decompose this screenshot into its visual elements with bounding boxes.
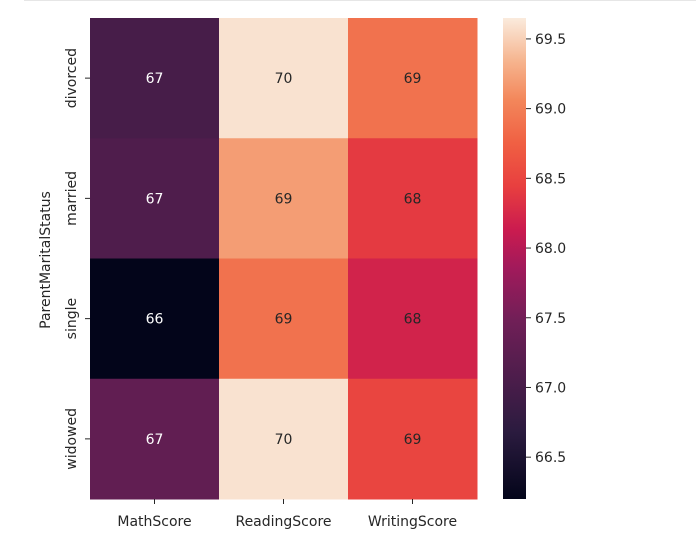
cell-annotation: 68 <box>404 191 422 207</box>
colorbar-tick-label: 69.5 <box>535 32 566 48</box>
cell-annotation: 67 <box>146 191 164 207</box>
heatmap-cell <box>90 378 220 500</box>
x-tick-label: MathScore <box>117 514 191 530</box>
colorbar-tick-label: 68.0 <box>535 241 566 257</box>
cell-annotation: 66 <box>146 312 164 328</box>
heatmap-cell <box>90 258 220 380</box>
y-tick-label: divorced <box>64 48 80 108</box>
colorbar: 66.5 67.0 67.5 68.0 68.5 69.0 69.5 <box>503 18 566 499</box>
cell-annotation: 67 <box>146 432 164 448</box>
y-axis: divorced married single widowed <box>64 48 90 470</box>
cell-annotation: 69 <box>404 432 422 448</box>
heatmap-cell <box>219 258 349 380</box>
heatmap-cell <box>348 18 478 139</box>
heatmap-cell <box>348 378 478 500</box>
heatmap-cell <box>348 258 478 380</box>
colorbar-gradient <box>503 18 526 499</box>
heatmap-cell <box>219 138 349 259</box>
colorbar-tick-label: 67.0 <box>535 380 566 396</box>
heatmap-cell <box>219 378 349 500</box>
x-tick-label: WritingScore <box>368 514 457 530</box>
cell-annotation: 69 <box>404 71 422 87</box>
colorbar-tick-label: 68.5 <box>535 171 566 187</box>
heatmap-cell <box>348 138 478 259</box>
y-tick-label: married <box>64 171 80 226</box>
x-axis: MathScore ReadingScore WritingScore <box>117 499 457 530</box>
colorbar-tick-label: 66.5 <box>535 450 566 466</box>
cell-annotation: 70 <box>275 71 293 87</box>
cell-annotations: 67 70 69 67 69 68 66 69 68 67 70 69 <box>146 71 422 448</box>
cell-annotation: 69 <box>275 191 293 207</box>
heatmap-cell <box>90 138 220 259</box>
y-axis-label: ParentMaritalStatus <box>38 191 54 329</box>
cell-annotation: 68 <box>404 312 422 328</box>
y-tick-label: widowed <box>64 408 80 470</box>
top-divider <box>24 0 696 1</box>
x-tick-label: ReadingScore <box>235 514 331 530</box>
cell-annotation: 69 <box>275 312 293 328</box>
cell-annotation: 70 <box>275 432 293 448</box>
heatmap-cell <box>90 18 220 139</box>
colorbar-tick-label: 67.5 <box>535 311 566 327</box>
y-tick-label: single <box>64 298 80 339</box>
heatmap-cells <box>90 18 478 500</box>
colorbar-tick-label: 69.0 <box>535 102 566 118</box>
heatmap-cell <box>219 18 349 139</box>
cell-annotation: 67 <box>146 71 164 87</box>
